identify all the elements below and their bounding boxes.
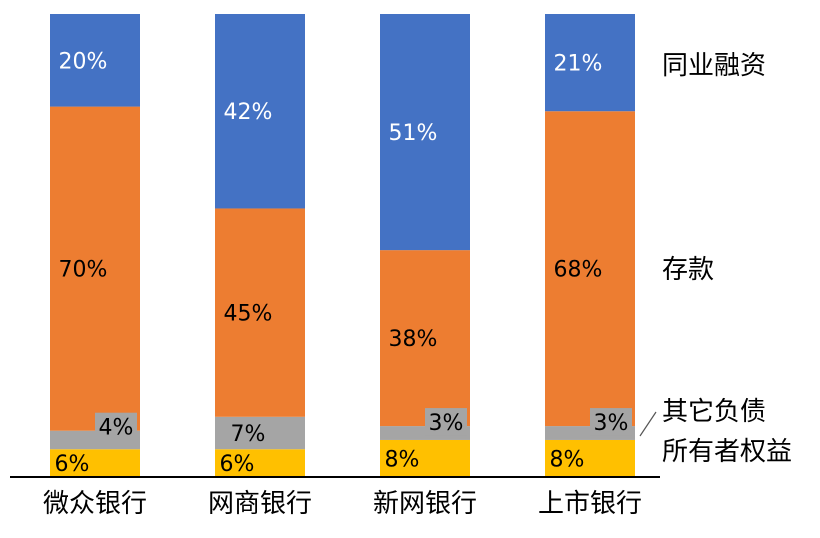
legend-label-2: 其它负债 <box>662 397 766 427</box>
bar-segment-3-3 <box>380 250 470 427</box>
bar-segment-4-3 <box>545 111 635 427</box>
value-label-bg-4-2 <box>590 408 632 436</box>
category-label-4: 上市银行 <box>538 489 642 519</box>
category-label-2: 网商银行 <box>208 489 312 519</box>
value-label-4-2: 3% <box>594 411 629 436</box>
value-label-4-1: 8% <box>550 447 585 472</box>
value-label-1-1: 6% <box>55 452 90 477</box>
category-label-3: 新网银行 <box>373 489 477 519</box>
value-label-4-4: 21% <box>554 52 603 77</box>
bar-segment-1-3 <box>50 106 140 431</box>
value-label-1-4: 20% <box>59 49 108 74</box>
bar-segment-2-4 <box>215 14 305 209</box>
bar-segment-3-4 <box>380 14 470 251</box>
value-label-1-2: 4% <box>99 416 134 441</box>
value-label-3-3: 38% <box>389 327 438 352</box>
value-label-bg-3-2 <box>425 408 467 436</box>
bar-segment-3-1 <box>380 439 470 477</box>
bar-segment-4-1 <box>545 439 635 477</box>
value-labels-layer: 6% 4% 70% 20% 6% 7% 45% 42% 8% 3% 38% 51% 8% 3% 68% 21% <box>55 49 632 477</box>
value-label-2-3: 45% <box>224 302 273 327</box>
value-label-3-1: 8% <box>385 447 420 472</box>
value-label-2-1: 6% <box>220 452 255 477</box>
value-label-4-3: 68% <box>554 258 603 283</box>
category-label-1: 微众银行 <box>43 489 147 519</box>
legend-leader-line <box>639 411 657 437</box>
bar-segment-1-1 <box>50 449 140 477</box>
bar-segment-1-4 <box>50 14 140 107</box>
bar-segment-2-1 <box>215 449 305 477</box>
legend-label-1: 所有者权益 <box>662 437 792 467</box>
bar-segment-2-3 <box>215 208 305 417</box>
bars-layer <box>50 14 635 477</box>
value-label-3-2: 3% <box>429 411 464 436</box>
value-label-1-3: 70% <box>59 258 108 283</box>
value-label-bg-1-2 <box>95 412 137 440</box>
category-labels-layer: 微众银行 网商银行 新网银行 上市银行 <box>43 489 642 519</box>
legend-label-4: 同业融资 <box>662 51 766 81</box>
value-label-2-4: 42% <box>224 100 273 125</box>
legend-label-3: 存款 <box>662 255 714 285</box>
value-label-2-2: 7% <box>231 422 266 447</box>
bar-segment-4-4 <box>545 14 635 112</box>
legend: 所有者权益 其它负债 存款 同业融资 <box>639 51 792 467</box>
bar-segment-2-2 <box>215 416 305 450</box>
value-label-3-4: 51% <box>389 121 438 146</box>
